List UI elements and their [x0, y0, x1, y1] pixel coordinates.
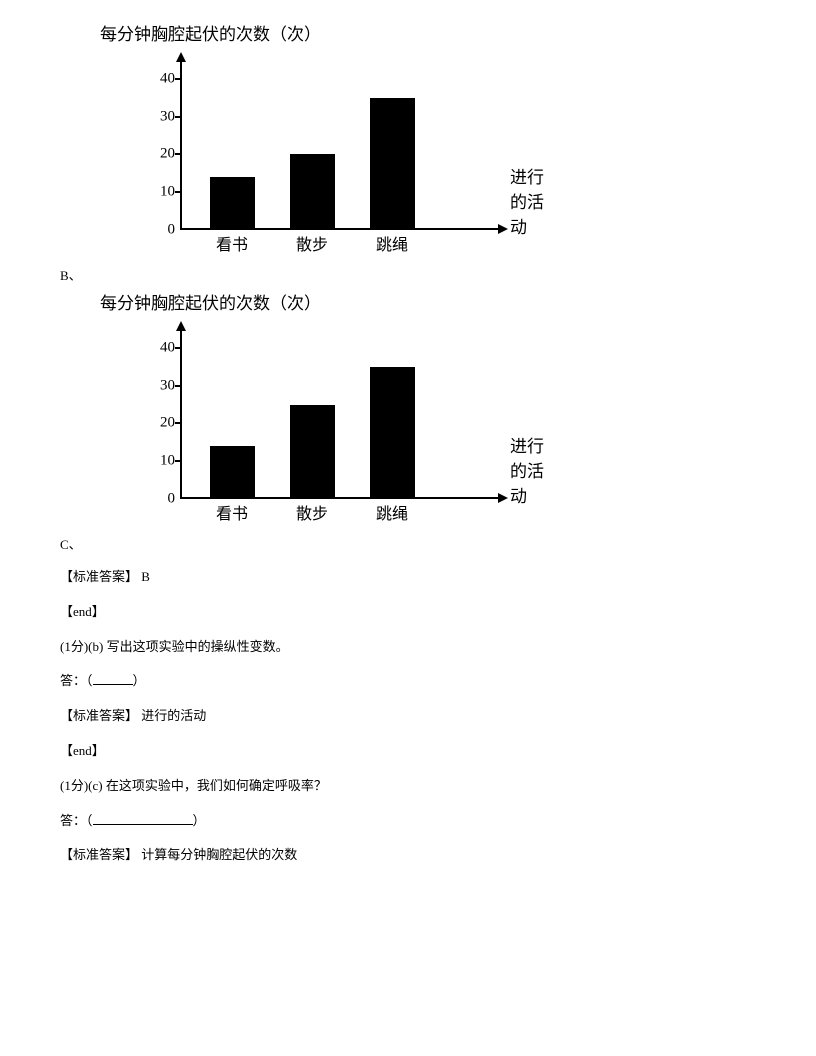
y-tick-mark — [175, 422, 182, 424]
answer-suffix-c: ） — [193, 813, 206, 828]
answer-blank-b — [93, 684, 133, 685]
y-tick-label: 0 — [155, 222, 175, 239]
y-tick-label: 40 — [155, 339, 175, 356]
bar — [210, 446, 255, 499]
bar — [290, 405, 335, 499]
chart-c-container: 0 10 20 30 40 看书散步跳绳 进行的活动 — [130, 319, 550, 529]
y-tick-label: 10 — [155, 453, 175, 470]
x-category-label: 看书 — [202, 231, 262, 255]
y-tick-label: 10 — [155, 184, 175, 201]
x-category-label: 散步 — [282, 231, 342, 255]
bar — [370, 98, 415, 230]
chart-b-x-axis-label: 进行的活动 — [510, 163, 550, 238]
bar — [290, 154, 335, 230]
y-tick-label: 20 — [155, 415, 175, 432]
y-tick-label: 40 — [155, 70, 175, 87]
y-tick-label: 20 — [155, 146, 175, 163]
answer-prefix-c: 答：（ — [60, 813, 93, 828]
y-tick-label: 30 — [155, 108, 175, 125]
question-c: (1分)(c) 在这项实验中，我们如何确定呼吸率？ — [60, 776, 756, 797]
answer-b-line: 答：（ ） — [60, 671, 756, 692]
question-b: (1分)(b) 写出这项实验中的操纵性变数。 — [60, 637, 756, 658]
y-tick-label: 0 — [155, 491, 175, 508]
option-c-label: C、 — [60, 534, 756, 553]
answer-blank-c — [93, 824, 193, 825]
chart-b-container: 0 10 20 30 40 看书散步跳绳 进行的活动 — [130, 50, 550, 260]
x-category-label: 跳绳 — [362, 500, 422, 524]
answer-b-label: 【标准答案】 进行的活动 — [60, 706, 756, 727]
answer-c-label: 【标准答案】 计算每分钟胸腔起伏的次数 — [60, 845, 756, 866]
answer-prefix-b: 答：（ — [60, 673, 93, 688]
y-tick-mark — [175, 116, 182, 118]
chart-c-title: 每分钟胸腔起伏的次数（次） — [100, 289, 756, 314]
y-tick-mark — [175, 78, 182, 80]
end-marker-1: 【end】 — [60, 602, 756, 623]
option-b-label: B、 — [60, 265, 756, 284]
chart-c-x-axis-label: 进行的活动 — [510, 432, 550, 507]
x-category-label: 散步 — [282, 500, 342, 524]
y-tick-label: 30 — [155, 377, 175, 394]
answer-c-line: 答：（ ） — [60, 811, 756, 832]
chart-c-y-axis — [180, 329, 182, 499]
y-tick-mark — [175, 191, 182, 193]
chart-b-title: 每分钟胸腔起伏的次数（次） — [100, 20, 756, 45]
chart-c-section: 每分钟胸腔起伏的次数（次） 0 10 20 30 40 看书散步跳绳 进行的活动 — [60, 289, 756, 529]
y-tick-mark — [175, 385, 182, 387]
answer-a: 【标准答案】 B — [60, 567, 756, 588]
y-tick-mark — [175, 460, 182, 462]
answer-suffix-b: ） — [133, 673, 146, 688]
chart-b-y-axis — [180, 60, 182, 230]
x-category-label: 跳绳 — [362, 231, 422, 255]
chart-b-section: 每分钟胸腔起伏的次数（次） 0 10 20 30 40 看书散步跳绳 进行的活动 — [60, 20, 756, 260]
bar — [210, 177, 255, 230]
y-tick-mark — [175, 153, 182, 155]
y-tick-mark — [175, 347, 182, 349]
bar — [370, 367, 415, 499]
end-marker-2: 【end】 — [60, 741, 756, 762]
x-category-label: 看书 — [202, 500, 262, 524]
